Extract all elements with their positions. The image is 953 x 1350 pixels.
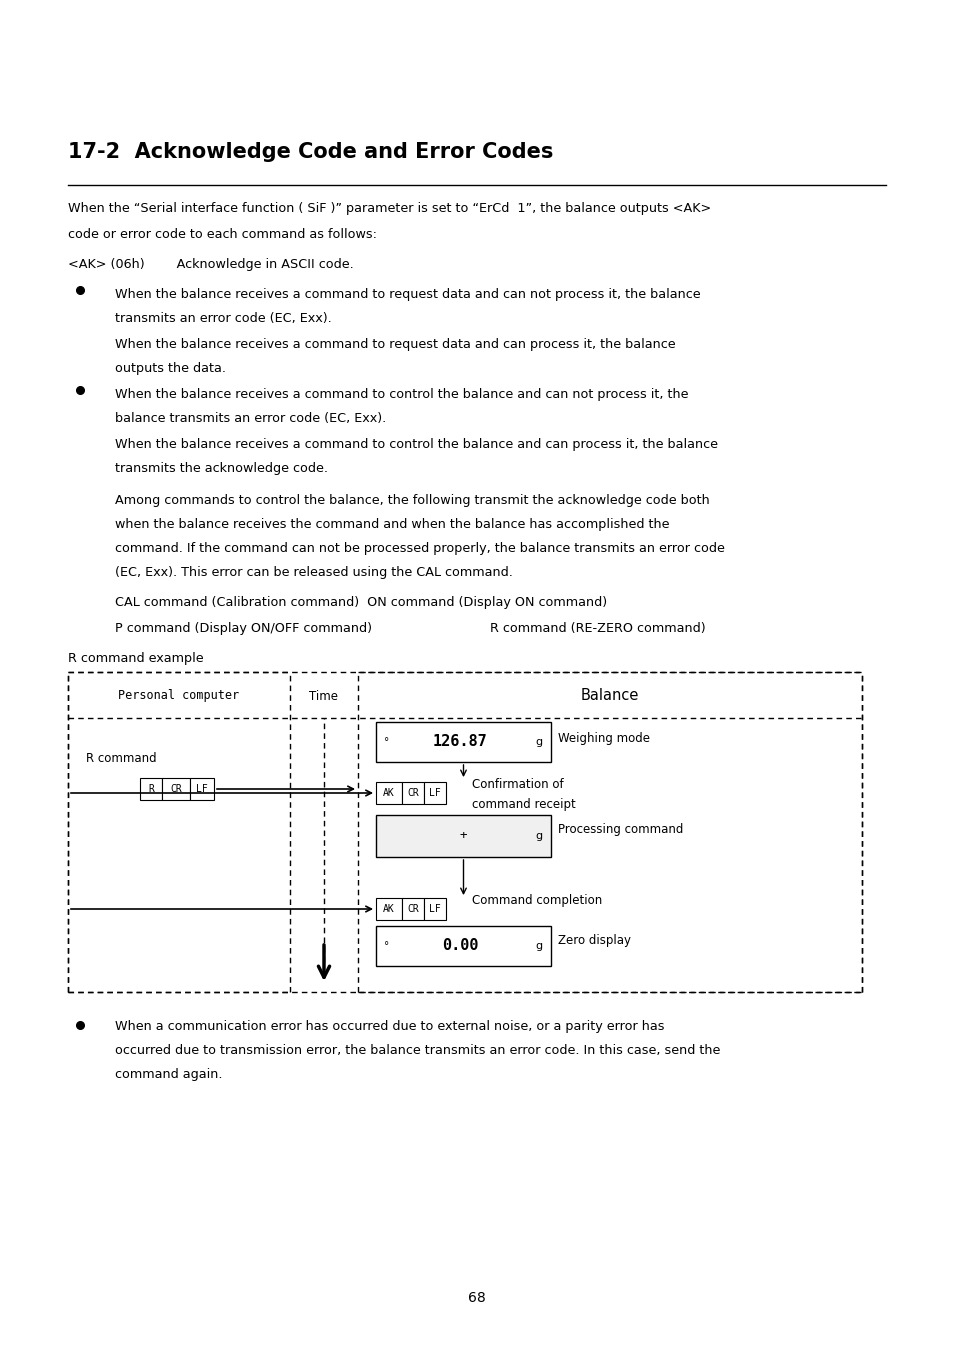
Text: LF: LF (196, 784, 208, 794)
Text: (EC, Exx). This error can be released using the CAL command.: (EC, Exx). This error can be released us… (115, 566, 513, 579)
FancyBboxPatch shape (401, 782, 423, 805)
FancyBboxPatch shape (423, 782, 446, 805)
Text: command. If the command can not be processed properly, the balance transmits an : command. If the command can not be proce… (115, 541, 724, 555)
Text: CR: CR (170, 784, 182, 794)
Text: Weighing mode: Weighing mode (558, 732, 649, 745)
FancyBboxPatch shape (375, 782, 401, 805)
FancyBboxPatch shape (375, 926, 551, 967)
Text: command receipt: command receipt (472, 798, 576, 811)
Text: transmits the acknowledge code.: transmits the acknowledge code. (115, 462, 328, 475)
Text: code or error code to each command as follows:: code or error code to each command as fo… (68, 228, 376, 242)
Text: <AK> (06h)        Acknowledge in ASCII code.: <AK> (06h) Acknowledge in ASCII code. (68, 258, 354, 271)
Text: P command (Display ON/OFF command): P command (Display ON/OFF command) (115, 622, 372, 634)
Text: balance transmits an error code (EC, Exx).: balance transmits an error code (EC, Exx… (115, 412, 386, 425)
Text: 17-2  Acknowledge Code and Error Codes: 17-2 Acknowledge Code and Error Codes (68, 142, 553, 162)
Text: When the “Serial interface function ( SiF )” parameter is set to “ErCd  1”, the : When the “Serial interface function ( Si… (68, 202, 711, 215)
Text: When the balance receives a command to request data and can not process it, the : When the balance receives a command to r… (115, 288, 700, 301)
Text: g: g (536, 737, 542, 747)
Text: occurred due to transmission error, the balance transmits an error code. In this: occurred due to transmission error, the … (115, 1044, 720, 1057)
Text: 126.87: 126.87 (432, 734, 487, 749)
Text: When the balance receives a command to control the balance and can not process i: When the balance receives a command to c… (115, 387, 688, 401)
Text: When a communication error has occurred due to external noise, or a parity error: When a communication error has occurred … (115, 1021, 664, 1033)
FancyBboxPatch shape (375, 898, 401, 919)
Text: R command example: R command example (68, 652, 203, 666)
Text: °: ° (384, 737, 389, 747)
Text: Balance: Balance (580, 688, 639, 703)
Text: LF: LF (429, 904, 440, 914)
Text: °: ° (384, 941, 389, 950)
Text: when the balance receives the command and when the balance has accomplished the: when the balance receives the command an… (115, 518, 669, 531)
Text: +: + (459, 829, 467, 842)
Text: CAL command (Calibration command)  ON command (Display ON command): CAL command (Calibration command) ON com… (115, 595, 606, 609)
Text: Confirmation of: Confirmation of (472, 778, 563, 791)
Text: outputs the data.: outputs the data. (115, 362, 226, 375)
FancyBboxPatch shape (375, 815, 551, 857)
FancyBboxPatch shape (190, 778, 213, 801)
Text: R command (RE-ZERO command): R command (RE-ZERO command) (490, 622, 705, 634)
Text: Personal computer: Personal computer (118, 690, 239, 702)
Text: Zero display: Zero display (558, 934, 630, 946)
FancyBboxPatch shape (401, 898, 423, 919)
Text: R command: R command (86, 752, 156, 765)
Text: g: g (536, 941, 542, 950)
FancyBboxPatch shape (162, 778, 190, 801)
Text: AK: AK (383, 904, 395, 914)
Text: transmits an error code (EC, Exx).: transmits an error code (EC, Exx). (115, 312, 332, 325)
Text: Among commands to control the balance, the following transmit the acknowledge co: Among commands to control the balance, t… (115, 494, 709, 508)
Text: R: R (148, 784, 153, 794)
Text: CR: CR (407, 788, 418, 798)
Text: 68: 68 (468, 1291, 485, 1305)
Text: command again.: command again. (115, 1068, 222, 1081)
Text: Processing command: Processing command (558, 824, 682, 836)
FancyBboxPatch shape (375, 722, 551, 761)
Text: When the balance receives a command to request data and can process it, the bala: When the balance receives a command to r… (115, 338, 675, 351)
Text: g: g (536, 832, 542, 841)
Text: AK: AK (383, 788, 395, 798)
FancyBboxPatch shape (140, 778, 162, 801)
Text: When the balance receives a command to control the balance and can process it, t: When the balance receives a command to c… (115, 437, 718, 451)
Text: 0.00: 0.00 (441, 938, 477, 953)
Text: Time: Time (309, 690, 338, 702)
Text: Command completion: Command completion (472, 894, 601, 907)
Text: LF: LF (429, 788, 440, 798)
Text: CR: CR (407, 904, 418, 914)
FancyBboxPatch shape (423, 898, 446, 919)
